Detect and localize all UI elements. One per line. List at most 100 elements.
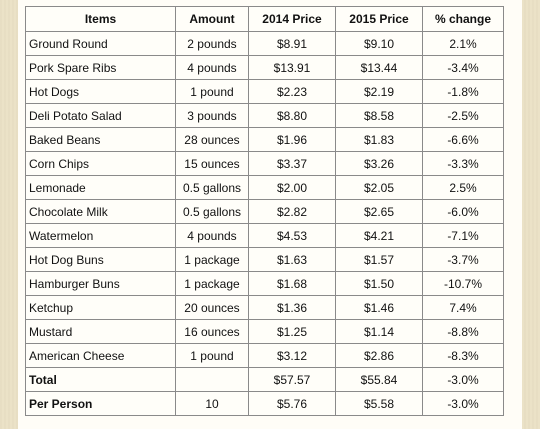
amount-cell: 3 pounds [175,103,249,128]
table-row: Pork Spare Ribs 4 pounds $13.91 $13.44 -3.4% [25,55,504,80]
percent-change-cell: -6.0% [422,199,504,224]
percent-change-cell: -3.4% [422,55,504,80]
table-row: Baked Beans 28 ounces $1.96 $1.83 -6.6% [25,127,504,152]
amount-cell: 0.5 gallons [175,175,249,200]
percent-change-cell: 2.1% [422,31,504,56]
item-cell: Watermelon [25,223,176,248]
per-person-row: Per Person 10 $5.76 $5.58 -3.0% [25,391,504,416]
percent-change-cell: -3.3% [422,151,504,176]
item-cell: American Cheese [25,343,176,368]
percent-change-cell: -8.8% [422,319,504,344]
percent-change-cell: -8.3% [422,343,504,368]
item-cell: Hot Dogs [25,79,176,104]
price-2014-cell: $8.91 [248,31,336,56]
price-2014-cell: $1.63 [248,247,336,272]
price-2014-cell: $8.80 [248,103,336,128]
price-2015-cell: $4.21 [335,223,423,248]
price-2014-cell: $2.00 [248,175,336,200]
price-2015-cell: $1.46 [335,295,423,320]
table-row: Corn Chips 15 ounces $3.37 $3.26 -3.3% [25,151,504,176]
price-2014-cell: $3.12 [248,343,336,368]
price-2015-cell: $3.26 [335,151,423,176]
price-2015-cell: $1.50 [335,271,423,296]
percent-change-cell: -2.5% [422,103,504,128]
percent-change-cell: -6.6% [422,127,504,152]
item-cell: Corn Chips [25,151,176,176]
price-2014-cell: $13.91 [248,55,336,80]
item-cell: Hot Dog Buns [25,247,176,272]
table-row: Hamburger Buns 1 package $1.68 $1.50 -10.7% [25,271,504,296]
total-row: Total $57.57 $55.84 -3.0% [25,367,504,392]
price-2015-cell: $55.84 [335,367,423,392]
price-2014-cell: $1.68 [248,271,336,296]
table-row: Deli Potato Salad 3 pounds $8.80 $8.58 -2.5% [25,103,504,128]
price-2014-cell: $5.76 [248,391,336,416]
item-cell: Chocolate Milk [25,199,176,224]
amount-cell: 15 ounces [175,151,249,176]
amount-cell: 28 ounces [175,127,249,152]
price-2015-cell: $8.58 [335,103,423,128]
table-row: Ground Round 2 pounds $8.91 $9.10 2.1% [25,31,504,56]
item-cell: Baked Beans [25,127,176,152]
price-2015-cell: $1.14 [335,319,423,344]
price-2015-cell: $13.44 [335,55,423,80]
header-percent-change: % change [422,6,504,32]
price-2014-cell: $3.37 [248,151,336,176]
item-cell: Mustard [25,319,176,344]
amount-cell: 0.5 gallons [175,199,249,224]
item-cell: Deli Potato Salad [25,103,176,128]
item-cell: Lemonade [25,175,176,200]
percent-change-cell: -3.0% [422,367,504,392]
table-header-row: Items Amount 2014 Price 2015 Price % cha… [25,6,504,32]
header-amount: Amount [175,6,249,32]
item-cell: Total [25,367,176,392]
price-2014-cell: $1.36 [248,295,336,320]
percent-change-cell: -10.7% [422,271,504,296]
item-cell: Per Person [25,391,176,416]
table-row: Mustard 16 ounces $1.25 $1.14 -8.8% [25,319,504,344]
percent-change-cell: 2.5% [422,175,504,200]
item-cell: Ketchup [25,295,176,320]
table-row: Lemonade 0.5 gallons $2.00 $2.05 2.5% [25,175,504,200]
amount-cell: 16 ounces [175,319,249,344]
price-2015-cell: $2.65 [335,199,423,224]
item-cell: Hamburger Buns [25,271,176,296]
price-2015-cell: $5.58 [335,391,423,416]
table-row: Hot Dogs 1 pound $2.23 $2.19 -1.8% [25,79,504,104]
price-2015-cell: $2.86 [335,343,423,368]
amount-cell: 1 package [175,247,249,272]
price-2014-cell: $2.82 [248,199,336,224]
price-2015-cell: $1.83 [335,127,423,152]
price-2015-cell: $2.05 [335,175,423,200]
percent-change-cell: -1.8% [422,79,504,104]
price-table: Items Amount 2014 Price 2015 Price % cha… [25,6,504,416]
header-2015-price: 2015 Price [335,6,423,32]
price-2014-cell: $2.23 [248,79,336,104]
percent-change-cell: -3.7% [422,247,504,272]
price-2015-cell: $2.19 [335,79,423,104]
amount-cell: 4 pounds [175,55,249,80]
table-row: American Cheese 1 pound $3.12 $2.86 -8.3% [25,343,504,368]
amount-cell: 2 pounds [175,31,249,56]
price-2014-cell: $4.53 [248,223,336,248]
percent-change-cell: -3.0% [422,391,504,416]
item-cell: Pork Spare Ribs [25,55,176,80]
price-2015-cell: $1.57 [335,247,423,272]
header-2014-price: 2014 Price [248,6,336,32]
price-2014-cell: $1.96 [248,127,336,152]
item-cell: Ground Round [25,31,176,56]
header-items: Items [25,6,176,32]
amount-cell: 10 [175,391,249,416]
percent-change-cell: -7.1% [422,223,504,248]
price-2014-cell: $57.57 [248,367,336,392]
amount-cell: 1 pound [175,343,249,368]
price-2014-cell: $1.25 [248,319,336,344]
table-row: Chocolate Milk 0.5 gallons $2.82 $2.65 -6.0% [25,199,504,224]
amount-cell: 4 pounds [175,223,249,248]
table-row: Watermelon 4 pounds $4.53 $4.21 -7.1% [25,223,504,248]
amount-cell: 1 package [175,271,249,296]
amount-cell: 20 ounces [175,295,249,320]
percent-change-cell: 7.4% [422,295,504,320]
amount-cell [175,367,249,392]
table-row: Hot Dog Buns 1 package $1.63 $1.57 -3.7% [25,247,504,272]
